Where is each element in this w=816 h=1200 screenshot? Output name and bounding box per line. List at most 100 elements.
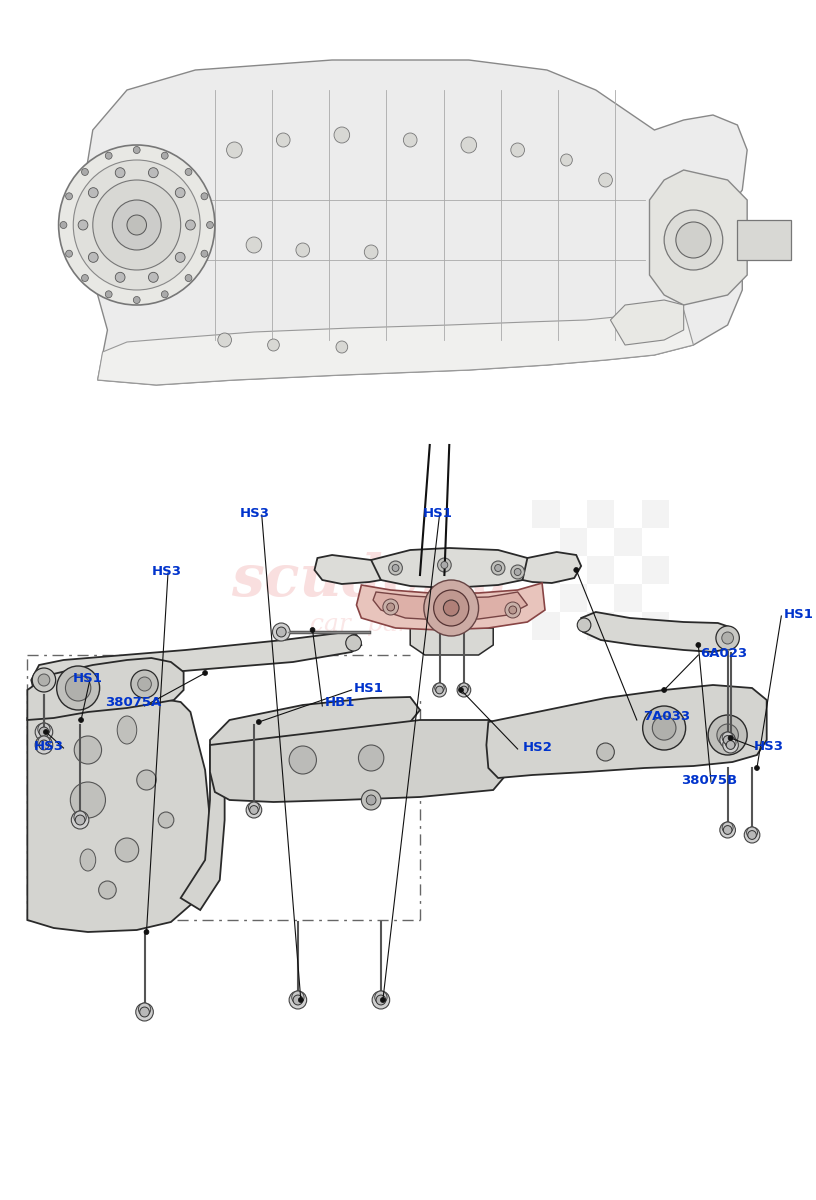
Polygon shape [314, 554, 381, 584]
Bar [560, 528, 587, 556]
Circle shape [717, 724, 738, 746]
Circle shape [392, 564, 399, 571]
Polygon shape [28, 658, 184, 720]
Text: HS1: HS1 [783, 608, 814, 622]
Circle shape [599, 173, 612, 187]
Circle shape [218, 332, 232, 347]
Bar [641, 556, 669, 584]
Circle shape [747, 830, 756, 840]
Circle shape [652, 716, 676, 740]
Circle shape [747, 827, 757, 838]
Text: HS1: HS1 [423, 506, 453, 520]
Text: HS3: HS3 [152, 565, 181, 578]
Circle shape [723, 737, 738, 754]
Bar [532, 556, 560, 584]
Circle shape [293, 995, 303, 1004]
Circle shape [162, 152, 168, 160]
Circle shape [105, 290, 112, 298]
Circle shape [277, 628, 286, 637]
Circle shape [65, 674, 91, 701]
Circle shape [433, 590, 469, 626]
Circle shape [375, 991, 387, 1003]
Circle shape [38, 674, 50, 686]
Circle shape [93, 180, 180, 270]
Circle shape [88, 187, 98, 198]
Circle shape [185, 168, 192, 175]
Circle shape [432, 683, 446, 697]
Text: scuderia: scuderia [231, 552, 511, 608]
Ellipse shape [118, 716, 137, 744]
Circle shape [388, 560, 402, 575]
Circle shape [725, 737, 736, 749]
Text: 38075A: 38075A [105, 696, 162, 709]
Circle shape [115, 168, 125, 178]
Circle shape [35, 722, 53, 740]
Circle shape [596, 743, 614, 761]
Circle shape [376, 995, 386, 1004]
Polygon shape [210, 720, 508, 802]
Circle shape [720, 732, 735, 748]
Circle shape [38, 736, 50, 749]
Circle shape [74, 736, 101, 764]
Circle shape [133, 296, 140, 304]
Circle shape [509, 606, 517, 614]
Circle shape [361, 790, 381, 810]
Circle shape [59, 145, 215, 305]
Bar [532, 612, 560, 640]
Circle shape [722, 822, 733, 833]
Circle shape [35, 736, 53, 754]
Circle shape [296, 242, 309, 257]
Circle shape [202, 671, 207, 676]
Polygon shape [180, 697, 420, 910]
Circle shape [65, 193, 73, 199]
Circle shape [336, 341, 348, 353]
Circle shape [574, 568, 579, 572]
Circle shape [56, 666, 100, 710]
Polygon shape [28, 698, 210, 932]
Circle shape [39, 727, 49, 737]
Circle shape [664, 210, 723, 270]
Circle shape [99, 881, 116, 899]
Polygon shape [522, 552, 581, 583]
Circle shape [755, 766, 760, 770]
Circle shape [346, 635, 361, 650]
Circle shape [105, 152, 112, 160]
Polygon shape [610, 300, 684, 346]
Polygon shape [369, 548, 532, 588]
Circle shape [561, 154, 572, 166]
Circle shape [75, 815, 85, 824]
Circle shape [127, 215, 147, 235]
Text: 7A033: 7A033 [643, 710, 690, 722]
Circle shape [201, 193, 208, 199]
Circle shape [201, 251, 208, 257]
Circle shape [380, 997, 385, 1002]
Circle shape [383, 599, 398, 614]
Polygon shape [98, 310, 694, 385]
Circle shape [131, 670, 158, 698]
Circle shape [443, 600, 459, 616]
Circle shape [716, 626, 739, 650]
Circle shape [292, 991, 304, 1003]
Circle shape [403, 133, 417, 146]
Circle shape [299, 997, 304, 1002]
Circle shape [289, 746, 317, 774]
Circle shape [227, 142, 242, 158]
Circle shape [277, 133, 290, 146]
Circle shape [88, 252, 98, 263]
Circle shape [696, 642, 701, 648]
Circle shape [39, 740, 49, 750]
Circle shape [185, 220, 195, 230]
Circle shape [708, 715, 747, 755]
Bar [587, 612, 614, 640]
Circle shape [505, 602, 521, 618]
Circle shape [728, 736, 733, 740]
Polygon shape [357, 583, 545, 630]
Circle shape [38, 722, 50, 736]
Bar [587, 556, 614, 584]
Polygon shape [650, 170, 747, 305]
Circle shape [436, 686, 443, 694]
Circle shape [366, 794, 376, 805]
Polygon shape [410, 628, 493, 655]
Circle shape [441, 562, 448, 569]
Circle shape [643, 706, 685, 750]
